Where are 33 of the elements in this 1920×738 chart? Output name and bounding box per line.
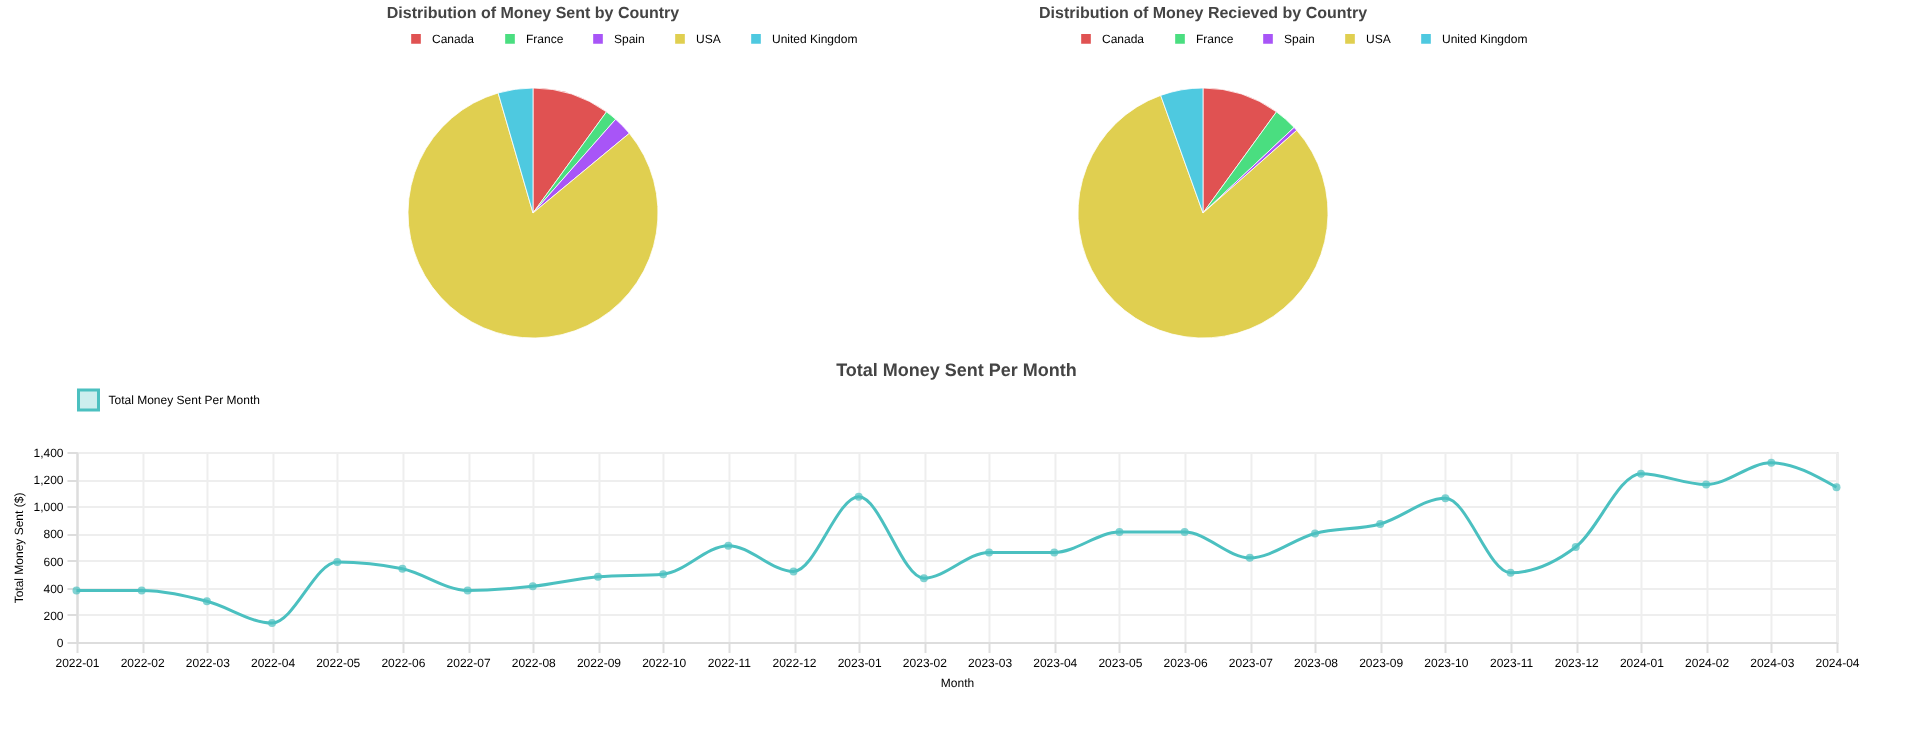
chart-title: Distribution of Money Recieved by Country — [1038, 4, 1369, 22]
point — [1636, 469, 1645, 478]
chart-title: Distribution of Money Sent by Country — [386, 4, 681, 22]
point — [659, 570, 668, 579]
point — [724, 541, 733, 550]
point — [202, 597, 211, 606]
point — [463, 586, 472, 595]
point — [1180, 528, 1189, 537]
point — [1832, 483, 1841, 492]
point — [528, 582, 537, 591]
pie-slice — [1077, 94, 1329, 339]
point — [1050, 548, 1059, 557]
point — [1767, 458, 1776, 467]
point — [1506, 568, 1515, 577]
point — [137, 586, 146, 595]
point — [1702, 480, 1711, 489]
point — [1571, 543, 1580, 551]
point — [985, 548, 994, 557]
pie-slice — [407, 92, 659, 339]
point — [1311, 529, 1320, 538]
point — [1376, 519, 1385, 528]
point — [268, 619, 277, 627]
point — [593, 572, 602, 581]
point — [72, 586, 81, 595]
point — [333, 557, 342, 566]
point — [919, 574, 928, 583]
point — [1245, 553, 1254, 562]
point — [1115, 528, 1124, 537]
point — [1441, 494, 1450, 503]
chart-title: Total Money Sent Per Month — [836, 360, 1077, 380]
point — [854, 492, 863, 501]
point — [789, 567, 798, 576]
point — [398, 564, 407, 573]
